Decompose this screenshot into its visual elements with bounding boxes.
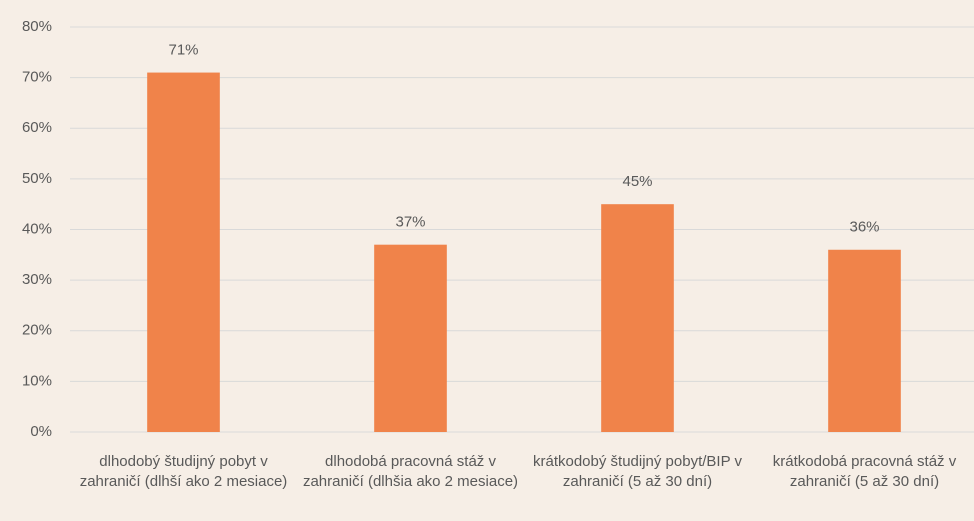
value-label: 71% (168, 42, 198, 59)
y-tick-label: 0% (30, 423, 52, 440)
x-tick-label: dlhodobý študijný pobyt v zahraničí (dlh… (79, 453, 288, 490)
x-tick-label: dlhodobá pracovná stáž v zahraničí (dlhš… (302, 453, 519, 490)
y-tick-label: 60% (22, 119, 52, 136)
y-tick-label: 50% (22, 170, 52, 187)
bar (147, 72, 220, 432)
value-label: 36% (849, 219, 879, 236)
y-tick-label: 10% (22, 372, 52, 389)
y-tick-label: 40% (22, 220, 52, 237)
value-label: 37% (395, 214, 425, 231)
y-tick-label: 80% (22, 18, 52, 35)
bar (374, 244, 447, 432)
x-tick-label: krátkodobý študijný pobyt/BIP v zahranič… (532, 453, 742, 490)
y-tick-label: 70% (22, 69, 52, 86)
value-label: 45% (622, 173, 652, 190)
bar (828, 249, 901, 432)
bar (601, 204, 674, 432)
y-tick-label: 30% (22, 271, 52, 288)
y-tick-label: 20% (22, 322, 52, 339)
x-tick-label: krátkodobá pracovná stáž v zahraničí (5 … (772, 453, 957, 490)
